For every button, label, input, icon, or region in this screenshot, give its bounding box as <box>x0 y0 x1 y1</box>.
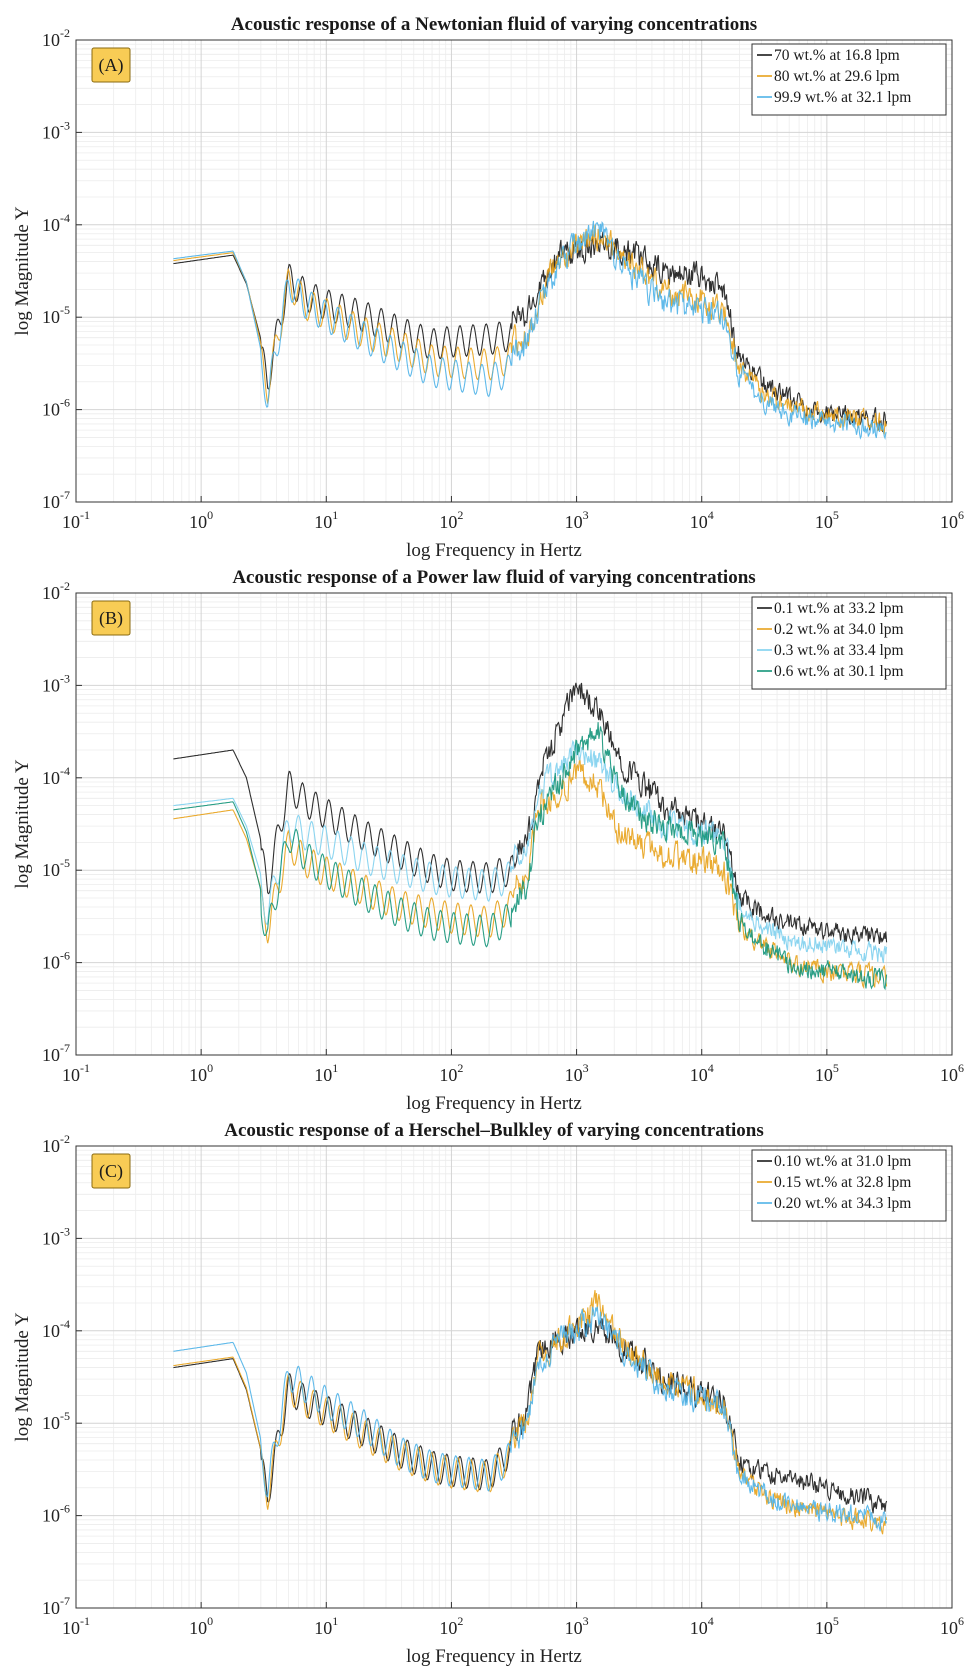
plot-area <box>76 1146 952 1608</box>
axes-frame <box>75 592 953 1056</box>
y-axis-label: log Magnitude Y <box>12 1312 33 1441</box>
y-tick-label-4: 10-3 <box>42 118 70 142</box>
y-tick-label-2: 10-5 <box>42 303 70 327</box>
panel-badge-box <box>91 1153 131 1189</box>
panel-badge: (B) <box>91 600 131 636</box>
chart-title: Acoustic response of a Herschel–Bulkley … <box>224 1120 764 1141</box>
legend-box <box>751 1149 947 1222</box>
y-tick-label-1: 10-6 <box>42 396 70 420</box>
legend-label-1: 70 wt.% at 16.8 lpm <box>774 47 900 64</box>
x-tick-label-5: 104 <box>690 508 714 532</box>
y-tick-label-0: 10-7 <box>42 1041 70 1065</box>
x-tick-label-3: 102 <box>439 508 463 532</box>
legend-box <box>751 43 947 116</box>
legend: 0.10 wt.% at 31.0 lpm 0.15 wt.% at 32.8 l… <box>751 1149 947 1222</box>
x-tick-label-2: 101 <box>314 508 338 532</box>
x-tick-label-6: 105 <box>815 1061 839 1085</box>
axes-frame <box>75 1145 953 1609</box>
y-tick-label-4: 10-3 <box>42 671 70 695</box>
y-tick-label-5: 10-2 <box>42 579 70 603</box>
legend-label-1: 0.1 wt.% at 33.2 lpm <box>774 600 904 617</box>
panel-badge: (C) <box>91 1153 131 1189</box>
y-tick-label-1: 10-6 <box>42 949 70 973</box>
y-tick-label-3: 10-4 <box>42 764 70 788</box>
x-tick-label-4: 103 <box>565 1614 589 1638</box>
y-tick-label-4: 10-3 <box>42 1224 70 1248</box>
chart-panel-3: 10-1 100 101 102 103 104 105 106 10-7 10-6 10-5 10-… <box>12 1120 964 1667</box>
series-group <box>173 1290 888 1535</box>
grid <box>75 1145 953 1609</box>
series-group <box>173 220 888 441</box>
x-tick-label-1: 100 <box>189 1614 213 1638</box>
y-tick-label-3: 10-4 <box>42 1317 70 1341</box>
panel-badge-label: (B) <box>99 608 123 629</box>
series-line-1 <box>173 1315 888 1514</box>
chart-title: Acoustic response of a Power law fluid o… <box>232 567 755 588</box>
legend-label-3: 99.9 wt.% at 32.1 lpm <box>774 89 911 106</box>
x-tick-label-7: 106 <box>940 1614 964 1638</box>
x-tick-label-0: 10-1 <box>62 1614 90 1638</box>
series-group <box>173 682 888 991</box>
y-tick-label-3: 10-4 <box>42 211 70 235</box>
x-tick-label-5: 104 <box>690 1061 714 1085</box>
legend: 0.1 wt.% at 33.2 lpm 0.2 wt.% at 34.0 lpm… <box>751 596 947 690</box>
panel-badge-label: (A) <box>99 55 124 76</box>
legend-label-2: 0.2 wt.% at 34.0 lpm <box>774 621 904 638</box>
x-tick-label-1: 100 <box>189 508 213 532</box>
y-tick-label-5: 10-2 <box>42 1132 70 1156</box>
legend: 70 wt.% at 16.8 lpm 80 wt.% at 29.6 lpm 99… <box>751 43 947 116</box>
panel-badge: (A) <box>91 47 131 83</box>
series-line-3 <box>173 220 887 441</box>
y-tick-label-1: 10-6 <box>42 1502 70 1526</box>
y-tick-label-0: 10-7 <box>42 1594 70 1618</box>
panel-badge-box <box>91 47 131 83</box>
x-tick-label-6: 105 <box>815 1614 839 1638</box>
x-axis-label: log Frequency in Hertz <box>406 540 582 561</box>
y-tick-label-2: 10-5 <box>42 856 70 880</box>
series-line-1 <box>173 231 888 432</box>
x-tick-label-4: 103 <box>565 1061 589 1085</box>
series-line-2 <box>173 757 888 990</box>
x-axis-label: log Frequency in Hertz <box>406 1646 582 1667</box>
legend-label-2: 0.15 wt.% at 32.8 lpm <box>774 1174 911 1191</box>
x-tick-label-0: 10-1 <box>62 1061 90 1085</box>
x-tick-label-3: 102 <box>439 1614 463 1638</box>
y-axis-label: log Magnitude Y <box>12 759 33 888</box>
x-tick-label-5: 104 <box>690 1614 714 1638</box>
x-tick-label-4: 103 <box>565 508 589 532</box>
legend-label-1: 0.10 wt.% at 31.0 lpm <box>774 1153 911 1170</box>
x-tick-label-2: 101 <box>314 1061 338 1085</box>
chart-panel-2: 10-1 100 101 102 103 104 105 106 10-7 10-6 10-5 10-… <box>12 567 964 1114</box>
chart-title: Acoustic response of a Newtonian fluid o… <box>231 14 757 35</box>
series-line-2 <box>173 225 888 435</box>
series-line-3 <box>173 1306 888 1532</box>
legend-label-3: 0.20 wt.% at 34.3 lpm <box>774 1195 911 1212</box>
y-tick-label-0: 10-7 <box>42 488 70 512</box>
panel-badge-label: (C) <box>99 1161 123 1182</box>
series-line-3 <box>173 739 888 964</box>
panel-badge-box <box>91 600 131 636</box>
y-axis-label: log Magnitude Y <box>12 206 33 335</box>
y-tick-label-2: 10-5 <box>42 1409 70 1433</box>
axes-frame <box>75 39 953 503</box>
chart-panel-1: 10-1 100 101 102 103 104 105 106 10-7 10-6 10-5 10-… <box>12 14 964 561</box>
legend-label-3: 0.3 wt.% at 33.4 lpm <box>774 642 904 659</box>
x-tick-label-3: 102 <box>439 1061 463 1085</box>
legend-label-4: 0.6 wt.% at 30.1 lpm <box>774 663 904 680</box>
y-tick-label-5: 10-2 <box>42 26 70 50</box>
x-tick-label-7: 106 <box>940 508 964 532</box>
x-tick-label-2: 101 <box>314 1614 338 1638</box>
x-axis-label: log Frequency in Hertz <box>406 1093 582 1114</box>
x-tick-label-1: 100 <box>189 1061 213 1085</box>
legend-box <box>751 596 947 690</box>
series-line-4 <box>173 722 888 991</box>
x-tick-label-0: 10-1 <box>62 508 90 532</box>
legend-label-2: 80 wt.% at 29.6 lpm <box>774 68 900 85</box>
x-tick-label-6: 105 <box>815 508 839 532</box>
x-tick-label-7: 106 <box>940 1061 964 1085</box>
